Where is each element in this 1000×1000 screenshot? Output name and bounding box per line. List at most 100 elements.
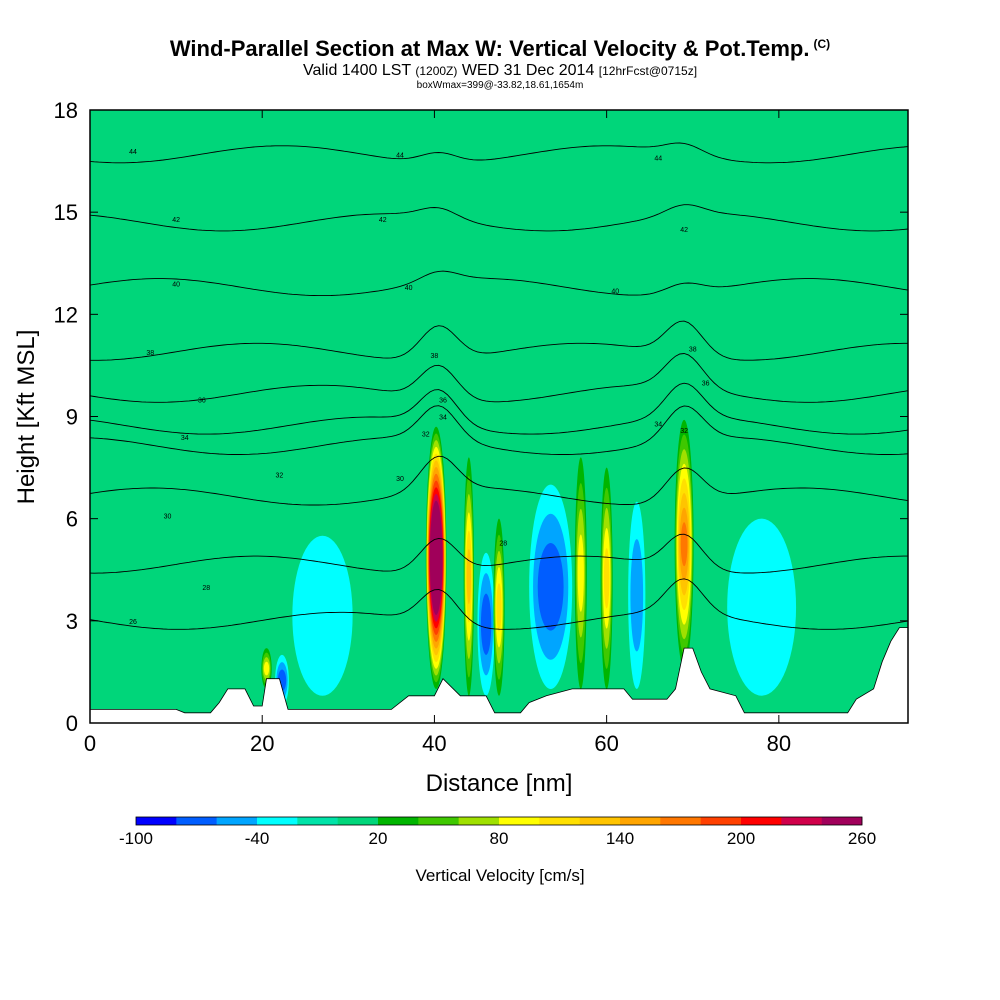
colorbar-swatch-2	[216, 817, 258, 825]
isentrope-lines	[90, 142, 908, 630]
y-axis-label: Height [Kft MSL]	[13, 330, 40, 505]
y-tick-label-2: 6	[66, 507, 78, 532]
downdraft-5	[727, 518, 797, 696]
subtitle-valid: Valid 1400 LST	[302, 62, 411, 79]
colorbar-tick-label-2: 20	[369, 829, 388, 848]
isentrope-label-12: 36	[198, 397, 206, 404]
isentrope-28	[90, 533, 908, 574]
x-axis-label: Distance [nm]	[426, 770, 573, 797]
colorbar-swatch-0	[136, 817, 177, 825]
isentrope-label-25: 26	[129, 619, 137, 626]
colorbar-swatch-3	[257, 817, 298, 825]
downdraft-5-level-0	[727, 518, 797, 696]
isentrope-label-0: 44	[129, 149, 137, 156]
updraft-0-level-3	[263, 661, 270, 676]
colorbar-tick-label-3: 80	[490, 829, 509, 848]
downdraft-1-level-0	[292, 535, 353, 696]
colorbar-swatch-1	[176, 817, 217, 825]
y-tick-label-6: 18	[54, 98, 78, 123]
y-tick-label-0: 0	[66, 711, 78, 736]
subtitle-forecast: [12hrFcst@0715z]	[598, 64, 698, 78]
isentrope-label-19: 32	[422, 432, 430, 439]
x-tick-label-2: 40	[422, 731, 446, 756]
colorbar-swatch-15	[741, 817, 782, 825]
isentrope-label-4: 42	[379, 217, 387, 224]
colorbar-swatch-9	[499, 817, 540, 825]
isentrope-label-11: 38	[689, 346, 697, 353]
colorbar-swatch-16	[781, 817, 822, 825]
colorbar-frame	[135, 816, 863, 826]
isentrope-label-22: 30	[396, 476, 404, 483]
updraft-4	[574, 457, 587, 689]
downdraft-4-level-1	[630, 539, 644, 652]
colorbar-swatch-11	[579, 817, 621, 825]
colorbar-swatch-6	[378, 817, 419, 825]
colorbar-tick-label-4: 140	[606, 829, 634, 848]
updraft-3-level-4	[496, 583, 502, 632]
updraft-4-level-3	[577, 534, 584, 612]
isentrope-label-1: 44	[396, 152, 404, 159]
isentrope-label-8: 40	[611, 288, 619, 295]
y-tick-label-5: 15	[54, 200, 78, 225]
subtitle-utc: (1200Z)	[415, 64, 458, 78]
isentrope-label-16: 34	[439, 415, 447, 422]
downdraft-3-level-2	[537, 542, 564, 631]
isentrope-label-20: 32	[680, 428, 688, 435]
copyright-mark: (C)	[813, 36, 831, 51]
terrain-profile	[90, 627, 908, 723]
isentrope-label-5: 42	[680, 227, 688, 234]
chart-title: Wind-Parallel Section at Max W: Vertical…	[0, 36, 1000, 62]
colorbar-tick-label-0: -100	[119, 829, 153, 848]
chart-title-text: Wind-Parallel Section at Max W: Vertical…	[169, 36, 810, 61]
x-tick-label-1: 20	[250, 731, 274, 756]
y-tick-label-1: 3	[66, 609, 78, 634]
isentrope-label-24: 28	[499, 541, 507, 548]
colorbar-swatch-4	[297, 817, 338, 825]
isentrope-label-18: 32	[276, 472, 284, 479]
updraft-2-level-5	[466, 549, 472, 605]
isentrope-label-3: 42	[172, 217, 180, 224]
isentrope-label-6: 40	[172, 282, 180, 289]
colorbar-swatch-5	[337, 817, 379, 825]
updraft-3	[493, 518, 505, 696]
isentrope-label-13: 36	[439, 397, 447, 404]
velocity-field	[261, 419, 797, 706]
downdraft-4	[628, 501, 646, 689]
colorbar-swatch-8	[458, 817, 500, 825]
isentrope-26	[90, 578, 908, 630]
updraft-2	[463, 457, 475, 696]
isentrope-label-15: 34	[181, 435, 189, 442]
isentrope-42	[90, 204, 908, 232]
isentrope-32	[90, 405, 908, 455]
subtitle-date: WED 31 Dec 2014	[461, 62, 595, 79]
chart-subtitle-2: boxWmax=399@-33.82,18.61,1654m	[416, 80, 584, 91]
y-tick-label-4: 12	[54, 302, 78, 327]
downdraft-3	[529, 484, 573, 689]
isentrope-label-9: 38	[146, 350, 154, 357]
isentrope-38	[90, 320, 908, 361]
isentrope-30	[90, 455, 908, 506]
colorbar-label: Vertical Velocity [cm/s]	[415, 866, 584, 885]
downdraft-2-level-2	[480, 593, 492, 655]
colorbar-tick-label-1: -40	[245, 829, 270, 848]
isentrope-label-17: 34	[654, 421, 662, 428]
isentrope-label-2: 44	[654, 156, 662, 163]
x-tick-label-3: 60	[594, 731, 618, 756]
colorbar-tick-label-5: 200	[727, 829, 755, 848]
updraft-5	[600, 467, 613, 689]
updraft-1	[425, 426, 447, 689]
downdraft-2	[477, 552, 495, 696]
y-tick-label-3: 9	[66, 405, 78, 430]
colorbar-tick-label-6: 260	[848, 829, 876, 848]
downdraft-1	[292, 535, 353, 696]
isentrope-label-7: 40	[405, 285, 413, 292]
colorbar-swatch-17	[821, 817, 863, 825]
colorbar-swatch-14	[700, 817, 742, 825]
updraft-6-level-7	[680, 522, 688, 567]
updraft-5-level-4	[603, 548, 610, 609]
terrain	[90, 627, 908, 723]
isentrope-label-10: 38	[431, 353, 439, 360]
isentrope-44	[90, 142, 908, 164]
